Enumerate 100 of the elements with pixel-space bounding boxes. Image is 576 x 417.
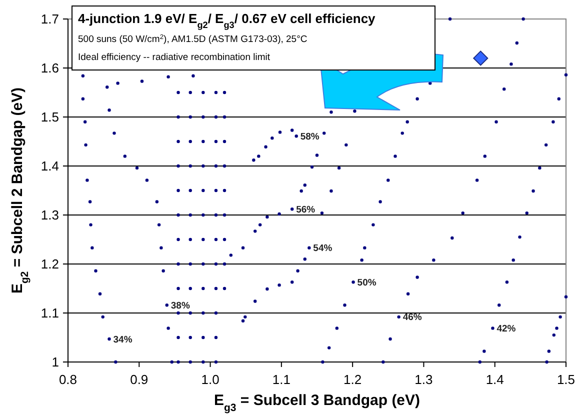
text: 500 suns (50 W/cm$^{2}$), AM1.5D (ASTM G173-03), 25°C (78, 34, 308, 45)
point (461, 211, 464, 215)
x-tick-label: 0.9 (130, 372, 148, 387)
point (290, 208, 294, 211)
point (222, 164, 226, 168)
y-tick-label: 1.2 (40, 256, 59, 272)
point (378, 200, 382, 204)
point (222, 140, 226, 144)
point (188, 140, 192, 144)
point (538, 166, 542, 170)
point (416, 97, 419, 100)
point (188, 311, 192, 315)
x-tick-label: 1.3 (414, 372, 433, 387)
point (300, 189, 303, 193)
point (400, 132, 404, 135)
point (290, 280, 294, 284)
point (89, 223, 92, 226)
point (303, 184, 307, 187)
point (308, 246, 311, 250)
point (108, 337, 111, 341)
y-tick-label: 1.3 (40, 208, 59, 223)
point (176, 238, 180, 242)
point (222, 213, 226, 217)
point (448, 17, 452, 21)
point (214, 115, 218, 119)
x-tick-label: 1.2 (344, 372, 362, 387)
annotation: Ideal efficiency -- radiative recombination limit (78, 52, 270, 63)
point (257, 154, 260, 158)
annotation: 58% (300, 131, 320, 142)
point (525, 211, 528, 215)
point (552, 333, 556, 337)
point (315, 154, 319, 157)
point (101, 315, 104, 319)
annotation: 50% (357, 277, 377, 288)
point (290, 128, 294, 132)
point (494, 120, 498, 124)
point (352, 280, 355, 284)
point (473, 50, 488, 66)
point (214, 311, 218, 315)
point (310, 165, 314, 169)
point (214, 286, 218, 290)
point (90, 246, 94, 250)
point (214, 188, 218, 192)
point (114, 360, 118, 364)
point (188, 238, 192, 242)
annotation: 38% (170, 300, 190, 312)
point (81, 97, 85, 100)
point (202, 164, 205, 168)
point (544, 143, 548, 147)
x-tick-label: 1.5 (556, 372, 576, 387)
point (264, 145, 268, 148)
point (202, 115, 205, 119)
point (241, 246, 245, 250)
y-tick-label: 1 (52, 354, 59, 370)
annotation: 54% (313, 243, 333, 254)
x-tick-label: 1.0 (201, 372, 220, 387)
point (176, 140, 180, 144)
point (386, 178, 390, 182)
x-axis-title: E$_{g3}$ = Subcell 3 Bandgap (eV) (214, 392, 420, 414)
point (214, 360, 218, 364)
point (202, 238, 205, 242)
y-tick-label: 1.1 (40, 306, 59, 321)
point (83, 120, 87, 124)
point (140, 80, 144, 83)
annotation: 42% (496, 324, 516, 335)
point (558, 315, 562, 319)
point (432, 258, 436, 262)
point (202, 262, 205, 266)
point (491, 326, 494, 330)
point (222, 115, 226, 119)
point (202, 311, 205, 315)
point (222, 188, 226, 192)
point (294, 134, 298, 138)
point (176, 213, 180, 217)
point (106, 86, 109, 89)
point (162, 269, 165, 272)
point (388, 337, 392, 341)
point (278, 130, 282, 134)
point (222, 90, 226, 94)
point (406, 292, 410, 296)
point (505, 280, 509, 284)
point (555, 326, 558, 330)
point (266, 215, 269, 219)
point (296, 269, 300, 272)
point (512, 258, 515, 262)
annotation: 56% (296, 204, 316, 216)
point (222, 286, 226, 290)
point (202, 90, 205, 94)
point (214, 90, 218, 94)
point (88, 200, 92, 204)
point (547, 350, 551, 353)
point (202, 286, 205, 290)
point (337, 166, 341, 170)
x-tick-label: 0.8 (58, 372, 78, 387)
point (244, 315, 247, 319)
point (176, 164, 180, 168)
point (564, 73, 568, 76)
point (94, 269, 98, 272)
point (344, 143, 348, 147)
point (502, 87, 506, 91)
